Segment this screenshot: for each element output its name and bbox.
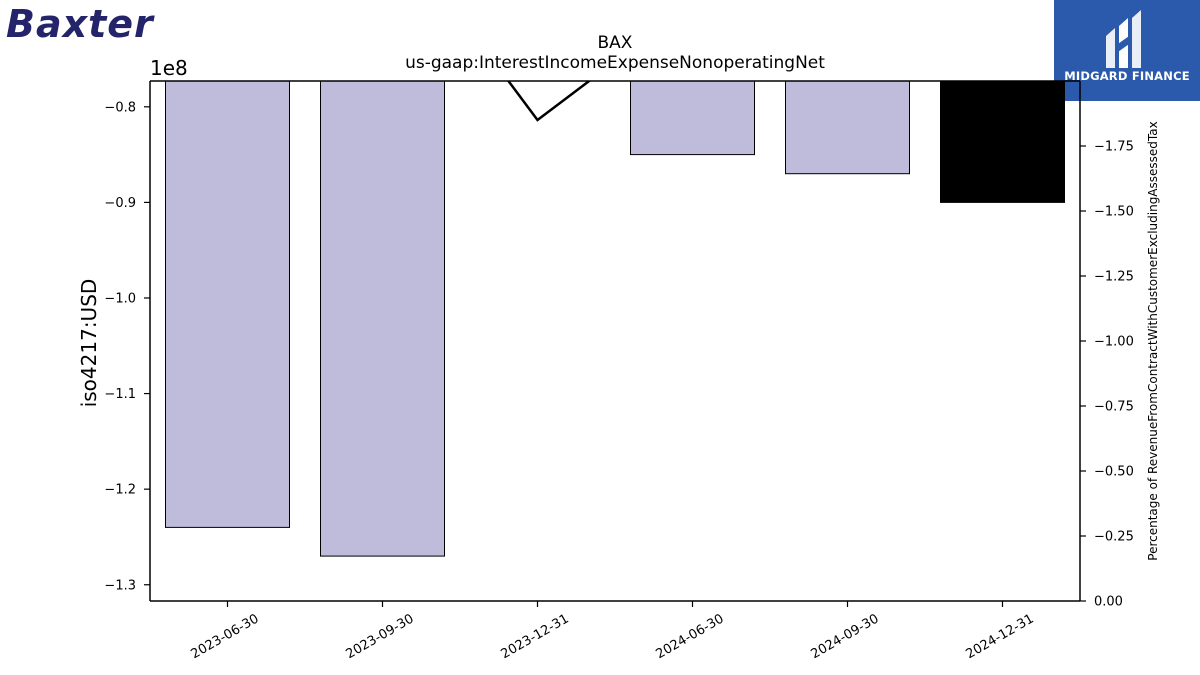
x-tick-label: 2024-06-30	[654, 611, 727, 662]
bar-2024-12-31	[940, 81, 1065, 203]
secondary-y-tick-label: −0.50	[1094, 465, 1134, 480]
bar-2023-06-30	[165, 81, 290, 528]
percentage-line	[506, 81, 592, 122]
y-tick-label: −1.1	[104, 387, 136, 402]
secondary-y-tick-label: −1.75	[1094, 140, 1134, 155]
y-offset-text: 1e8	[150, 56, 188, 80]
midgard-mark-icon	[1106, 10, 1141, 68]
text-layer: BAX us-gaap:InterestIncomeExpenseNonoper…	[77, 33, 1160, 561]
secondary-y-tick-label: −1.50	[1094, 205, 1134, 220]
chart-subtitle: us-gaap:InterestIncomeExpenseNonoperatin…	[405, 53, 825, 73]
secondary-y-tick-label: −0.25	[1094, 530, 1134, 545]
secondary-y-tick-label: 0.00	[1094, 595, 1123, 610]
chart-title: BAX	[598, 33, 633, 53]
y-axis-label: iso4217:USD	[77, 279, 101, 408]
bars-layer	[165, 81, 1065, 557]
bar-2024-09-30	[785, 81, 910, 175]
secondary-y-tick-label: −1.00	[1094, 335, 1134, 350]
y-tick-label: −0.9	[104, 196, 136, 211]
secondary-y-tick-label: −0.75	[1094, 400, 1134, 415]
secondary-y-tick-label: −1.25	[1094, 270, 1134, 285]
x-tick-label: 2023-09-30	[344, 611, 417, 662]
baxter-logo: Baxter	[6, 2, 154, 46]
x-tick-label: 2023-12-31	[499, 611, 572, 662]
bar-2023-09-30	[320, 81, 445, 557]
line-layer	[506, 81, 592, 122]
secondary-y-axis-label: Percentage of RevenueFromContractWithCus…	[1146, 121, 1160, 560]
midgard-finance-logo: MIDGARD FINANCE	[1054, 0, 1200, 101]
y-tick-label: −0.8	[104, 100, 136, 115]
x-tick-label: 2023-06-30	[189, 611, 262, 662]
y-tick-label: −1.3	[104, 578, 136, 593]
y-tick-label: −1.2	[104, 483, 136, 498]
y-tick-label: −1.0	[104, 291, 136, 306]
bar-2024-06-30	[630, 81, 755, 156]
x-tick-label: 2024-12-31	[964, 611, 1037, 662]
midgard-finance-name: MIDGARD FINANCE	[1064, 69, 1190, 83]
x-tick-label: 2024-09-30	[809, 611, 882, 662]
